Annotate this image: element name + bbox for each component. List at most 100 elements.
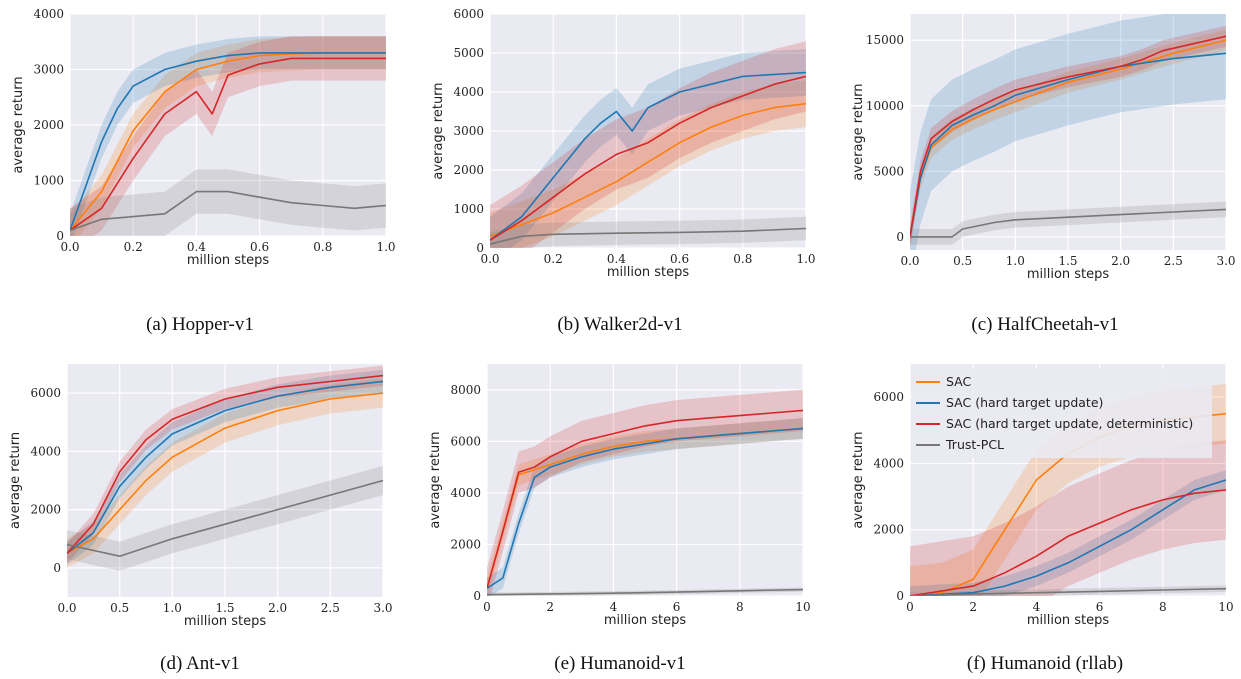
series-band <box>910 470 1226 596</box>
legend-label: SAC <box>946 374 971 389</box>
y-axis-label: average return <box>851 83 866 180</box>
x-tick-label: 6 <box>673 600 681 614</box>
x-axis-label: million steps <box>184 614 267 629</box>
panel-caption: (e) Humanoid-v1 <box>554 653 685 674</box>
y-tick-label: 6000 <box>30 386 61 400</box>
x-tick-label: 10 <box>1218 600 1233 614</box>
series-line <box>910 35 1226 238</box>
series-band <box>490 41 806 248</box>
series-line <box>487 427 803 589</box>
series-line <box>910 479 1226 596</box>
x-tick-label: 0.6 <box>670 252 689 266</box>
y-tick-label: 0 <box>56 229 64 243</box>
y-tick-label: 3000 <box>33 63 64 77</box>
y-tick-label: 15000 <box>866 33 904 47</box>
legend: SAC SAC (hard target update) SAC (hard tar… <box>912 368 1212 458</box>
series-band <box>70 36 386 236</box>
series-line <box>910 587 1226 596</box>
x-tick-label: 1.0 <box>1006 254 1025 268</box>
series-group <box>910 14 1226 250</box>
x-tick-label: 2 <box>969 600 977 614</box>
x-tick-label: 2 <box>546 600 554 614</box>
y-tick-label: 0 <box>476 241 484 255</box>
series-band <box>910 440 1226 596</box>
series-band <box>490 49 806 248</box>
x-tick-label: 3.0 <box>373 601 392 615</box>
x-tick-label: 0.2 <box>544 252 563 266</box>
y-tick-label: 10000 <box>866 99 904 113</box>
y-tick-label: 8000 <box>450 383 481 397</box>
series-band <box>67 465 383 571</box>
x-tick-label: 1.0 <box>796 252 815 266</box>
series-band <box>490 80 806 248</box>
x-tick-label: 0 <box>483 600 491 614</box>
panel-caption: (b) Walker2d-v1 <box>557 314 682 335</box>
x-tick-label: 0.4 <box>187 240 206 254</box>
y-tick-label: 3000 <box>453 124 484 138</box>
y-tick-label: 1000 <box>453 202 484 216</box>
y-tick-label: 0 <box>896 589 904 603</box>
legend-label: SAC (hard target update, deterministic) <box>946 416 1193 431</box>
series-line <box>67 392 383 555</box>
x-tick-label: 0.0 <box>57 601 76 615</box>
chart-panel-3: 0.0 0.5 1.0 1.5 2.0 2.5 3.0 0 2000 4000 6000 millio… <box>8 364 393 674</box>
y-tick-label: 2000 <box>453 163 484 177</box>
x-tick-label: 0.0 <box>900 254 919 268</box>
y-axis-label: average return <box>11 76 26 173</box>
series-line <box>487 409 803 589</box>
y-tick-label: 5000 <box>453 46 484 60</box>
series-line <box>67 479 383 558</box>
y-axis-label: average return <box>428 431 443 528</box>
series-band <box>910 201 1226 245</box>
y-tick-label: 2000 <box>33 118 64 132</box>
x-tick-label: 1.0 <box>163 601 182 615</box>
chart-panel-1: 0.0 0.2 0.4 0.6 0.8 1.0 0 1000 2000 3000 4000 5000 6… <box>431 7 816 335</box>
y-tick-label: 4000 <box>450 486 481 500</box>
panel-caption: (f) Humanoid (rllab) <box>967 653 1123 674</box>
x-tick-label: 10 <box>795 600 810 614</box>
x-tick-label: 0.8 <box>313 240 332 254</box>
y-tick-label: 5000 <box>873 164 904 178</box>
x-tick-label: 2.0 <box>1111 254 1130 268</box>
series-group <box>487 389 803 596</box>
series-line <box>70 57 386 232</box>
series-line <box>490 227 806 245</box>
panel-caption: (c) HalfCheetah-v1 <box>971 314 1118 335</box>
series-line <box>910 208 1226 238</box>
panel-caption: (d) Ant-v1 <box>160 653 240 674</box>
x-tick-label: 0.0 <box>60 240 79 254</box>
x-axis-label: million steps <box>187 253 270 268</box>
series-group <box>490 41 806 248</box>
y-tick-label: 2000 <box>30 503 61 517</box>
x-tick-label: 0.8 <box>733 252 752 266</box>
series-band <box>910 14 1226 250</box>
x-tick-label: 0.4 <box>607 252 626 266</box>
x-axis-label: million steps <box>604 613 687 628</box>
x-tick-label: 2.0 <box>268 601 287 615</box>
x-tick-label: 4 <box>1033 600 1041 614</box>
x-axis-label: million steps <box>1027 613 1110 628</box>
panel-caption: (a) Hopper-v1 <box>146 314 254 335</box>
y-tick-label: 1000 <box>33 174 64 188</box>
y-tick-label: 0 <box>896 230 904 244</box>
series-line <box>490 102 806 238</box>
x-tick-label: 4 <box>610 600 618 614</box>
x-axis-label: million steps <box>607 265 690 280</box>
y-tick-label: 0 <box>53 561 61 575</box>
y-axis-label: average return <box>8 432 23 529</box>
y-tick-label: 6000 <box>453 7 484 21</box>
series-line <box>67 380 383 554</box>
x-tick-label: 3.0 <box>1216 254 1235 268</box>
y-tick-label: 4000 <box>453 85 484 99</box>
series-band <box>487 389 803 596</box>
y-tick-label: 6000 <box>450 434 481 448</box>
chart-panel-2: 0.0 0.5 1.0 1.5 2.0 2.5 3.0 0 5000 10000 15000 mill… <box>851 14 1236 335</box>
x-tick-label: 0.5 <box>953 254 972 268</box>
series-line <box>70 52 386 231</box>
chart-panel-4: 0 2 4 6 8 10 0 2000 4000 6000 8000 million steps ave… <box>428 364 811 674</box>
x-tick-label: 1.0 <box>376 240 395 254</box>
legend-box <box>912 368 1212 458</box>
x-tick-label: 0 <box>906 600 914 614</box>
x-tick-label: 0.5 <box>110 601 129 615</box>
